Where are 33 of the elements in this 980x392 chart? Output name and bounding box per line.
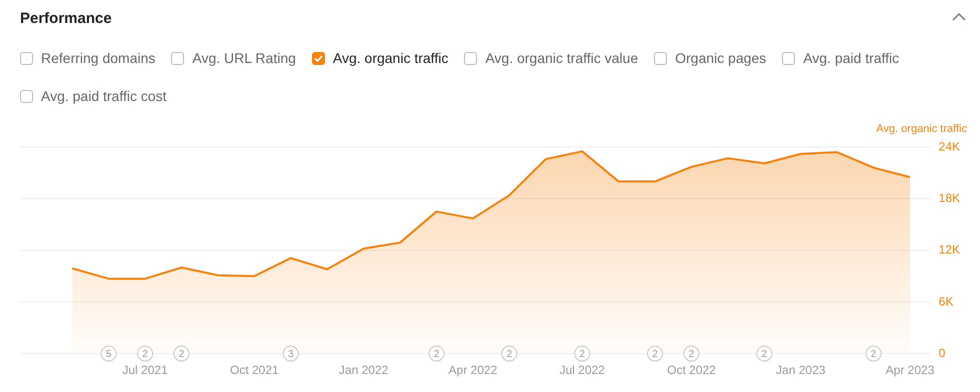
x-tick-label: Jul 2021 xyxy=(122,363,168,378)
x-tick-label: Oct 2022 xyxy=(667,363,716,378)
text: Organic pages xyxy=(675,50,766,66)
annotation: 2 xyxy=(652,348,658,360)
annotation: 3 xyxy=(288,348,294,360)
x-tick-label: Oct 2021 xyxy=(230,363,280,378)
y-tick-label: 18K xyxy=(938,190,960,205)
x-tick-label: Jan 2022 xyxy=(338,363,389,378)
text: Avg. paid traffic xyxy=(803,50,900,66)
annotation: 2 xyxy=(506,348,513,360)
annotation: 2 xyxy=(579,348,586,360)
chart-title: Performance xyxy=(20,10,112,27)
y-tick-label: 0 xyxy=(938,346,946,360)
legend-label: Avg. organic traffic xyxy=(332,50,448,66)
text: Avg. paid traffic cost xyxy=(41,88,167,104)
y-tick-label: 6K xyxy=(938,294,954,308)
y-axis-title: Avg. organic traffic xyxy=(876,123,968,136)
x-tick-label: Apr 2022 xyxy=(448,363,498,378)
text: Avg. organic traffic value xyxy=(485,50,638,66)
text: Referring domains xyxy=(41,50,156,66)
annotation: 5 xyxy=(106,348,112,360)
y-tick-label: 24K xyxy=(938,139,960,154)
annotation: 2 xyxy=(762,348,768,360)
annotation: 2 xyxy=(870,348,877,360)
x-tick-label: Apr 2023 xyxy=(886,363,935,378)
text: Avg. URL Rating xyxy=(192,50,296,66)
y-tick-label: 12K xyxy=(938,242,960,257)
annotation: 2 xyxy=(688,348,695,360)
annotation: 2 xyxy=(142,348,148,360)
annotation: 2 xyxy=(178,348,185,360)
x-tick-label: Jan 2023 xyxy=(776,363,826,378)
x-tick-label: Jul 2022 xyxy=(559,363,606,378)
annotation: 2 xyxy=(434,348,440,360)
